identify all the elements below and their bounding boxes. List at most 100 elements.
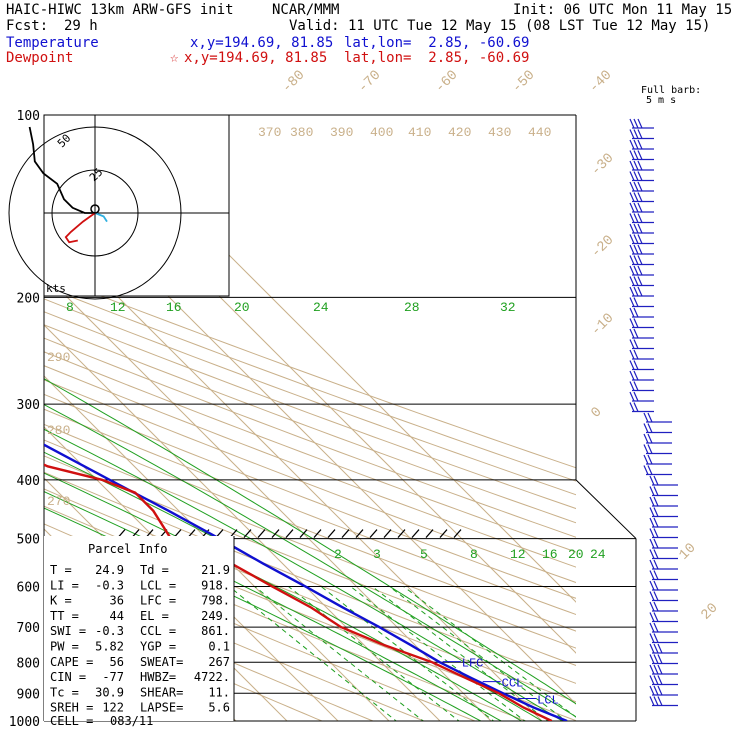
theta-label: 440 xyxy=(528,125,551,140)
wind-barb-flag xyxy=(633,328,639,339)
pressure-label: 600 xyxy=(17,581,40,596)
level-marker-label: CCL xyxy=(502,677,524,691)
pressure-label: 300 xyxy=(17,398,40,413)
parcel-info-box: Parcel Info T = 24.9 Td = 21.9 LI = -0.3 LCL = 9… xyxy=(44,536,235,728)
wind-barb-flag xyxy=(637,276,643,286)
hodograph-frame xyxy=(43,114,230,297)
wind-barb-flag xyxy=(633,370,639,381)
wind-barb-flag xyxy=(649,675,655,685)
frame-diagonal xyxy=(575,479,637,539)
isotherm-label: -30 xyxy=(588,150,617,179)
mixing-ratio-label: 16 xyxy=(166,300,182,315)
parcel-param-value: 5.82 xyxy=(95,640,124,654)
wind-barb-flag xyxy=(657,654,663,664)
hodograph-trace-storm xyxy=(64,212,96,244)
wind-barb-flag xyxy=(633,402,639,412)
wind-barb-flag xyxy=(629,129,635,139)
parcel-param-label: LFC = xyxy=(140,594,176,608)
dry-adiabat-line xyxy=(44,351,576,553)
hatch-mark xyxy=(285,529,294,538)
wind-barb-flag xyxy=(633,234,639,244)
wind-barb-flag xyxy=(629,349,635,360)
theta-label: 400 xyxy=(370,125,393,140)
mixing-ratio-label: 8 xyxy=(66,300,74,315)
wind-barb-flag xyxy=(629,381,635,391)
wind-barb-flag xyxy=(629,318,635,328)
wind-barb-flag xyxy=(653,507,659,517)
parcel-param-value: 267 xyxy=(208,655,230,669)
mixing-ratio-label: 20 xyxy=(568,547,584,562)
wind-barb-flag xyxy=(649,664,655,675)
wind-barb-flag xyxy=(629,328,635,339)
wind-barb-flag xyxy=(633,129,639,139)
wind-barb-flag xyxy=(649,538,655,549)
wind-barb-flag xyxy=(653,612,659,622)
dry-adiabat-line xyxy=(44,273,576,469)
init-time: Init: 06 UTC Mon 11 May 15 xyxy=(513,2,733,18)
wind-barb-flag xyxy=(633,223,639,234)
model-title: HAIC-HIWC 13km ARW-GFS init xyxy=(6,2,234,18)
dry-adiabat-line xyxy=(44,455,576,666)
wind-barb-flag xyxy=(629,139,635,150)
wind-barb-flag xyxy=(649,549,655,559)
isotherm-label: 20 xyxy=(698,600,721,623)
wind-barb-flag xyxy=(637,139,643,150)
dry-adiabat-line xyxy=(44,599,324,721)
parcel-param-label: Td = xyxy=(140,563,169,577)
wind-barb-flag xyxy=(629,234,635,244)
isotherm-label: -60 xyxy=(432,67,461,96)
hodograph-ring-25 xyxy=(51,169,139,257)
wind-barb-flag xyxy=(653,496,659,507)
wind-barb-flag xyxy=(629,181,635,192)
wind-barb-flag xyxy=(637,244,643,255)
mixing-ratio-label: 5 xyxy=(420,547,428,562)
wind-barb-flag xyxy=(649,475,655,486)
wind-barb-flag xyxy=(647,433,653,444)
parcel-cell-value: 083/11 xyxy=(110,714,153,728)
wind-barb-flag xyxy=(629,370,635,381)
mixing-ratio-label: 16 xyxy=(542,547,558,562)
wind-barb-flag xyxy=(649,507,655,517)
wind-barb-flag xyxy=(643,433,649,444)
parcel-param-value: 36 xyxy=(110,594,124,608)
mixing-ratio-label: 2 xyxy=(334,547,342,562)
hatch-mark xyxy=(411,529,420,538)
wind-barb-flag xyxy=(633,255,639,265)
wind-barb-flag xyxy=(653,517,659,528)
dewpoint-legend: Dewpoint xyxy=(6,50,74,66)
wind-barb-flag xyxy=(647,423,653,433)
mixing-ratio-line xyxy=(228,586,398,721)
wind-barb-flag xyxy=(657,664,663,675)
temperature-legend: Temperature xyxy=(6,35,99,51)
parcel-param-value: 0.1 xyxy=(208,640,230,654)
wind-barb-flag xyxy=(633,181,639,192)
wind-barb-flag xyxy=(633,381,639,391)
dry-adiabat-line xyxy=(44,285,576,482)
org-label: NCAR/MMM xyxy=(272,2,340,18)
wind-barb-flag xyxy=(629,244,635,255)
temperature-latlon: lat,lon= 2.85, -60.69 xyxy=(344,35,530,51)
mixing-ratio-line xyxy=(350,586,526,721)
mixing-ratio-label: 12 xyxy=(510,547,526,562)
wind-barb-flag xyxy=(633,286,639,297)
dewpoint-star-icon: ☆ xyxy=(170,50,179,66)
fcst-value: 29 h xyxy=(64,18,98,34)
parcel-param-label: CCL = xyxy=(140,624,176,638)
wind-barb-flag xyxy=(633,265,639,276)
isotherm-label: 0 xyxy=(588,404,605,421)
mixing-ratio-line xyxy=(371,586,549,721)
wind-barb-flag xyxy=(629,171,635,181)
hatch-mark xyxy=(369,529,378,538)
barb-legend-2: 5 m s xyxy=(646,95,677,106)
pressure-label: 1000 xyxy=(9,715,40,730)
parcel-param-value: 11. xyxy=(208,685,230,699)
parcel-param-value: 24.9 xyxy=(95,563,124,577)
wind-barb-flag xyxy=(653,559,659,570)
isotherm-line xyxy=(44,222,543,721)
dry-adiabat-line xyxy=(44,579,375,721)
parcel-param-label: Tc = xyxy=(50,685,79,699)
level-marker-label: LFC xyxy=(462,657,484,671)
wind-barb-flag xyxy=(653,601,659,612)
wind-barb-flag xyxy=(653,643,659,654)
